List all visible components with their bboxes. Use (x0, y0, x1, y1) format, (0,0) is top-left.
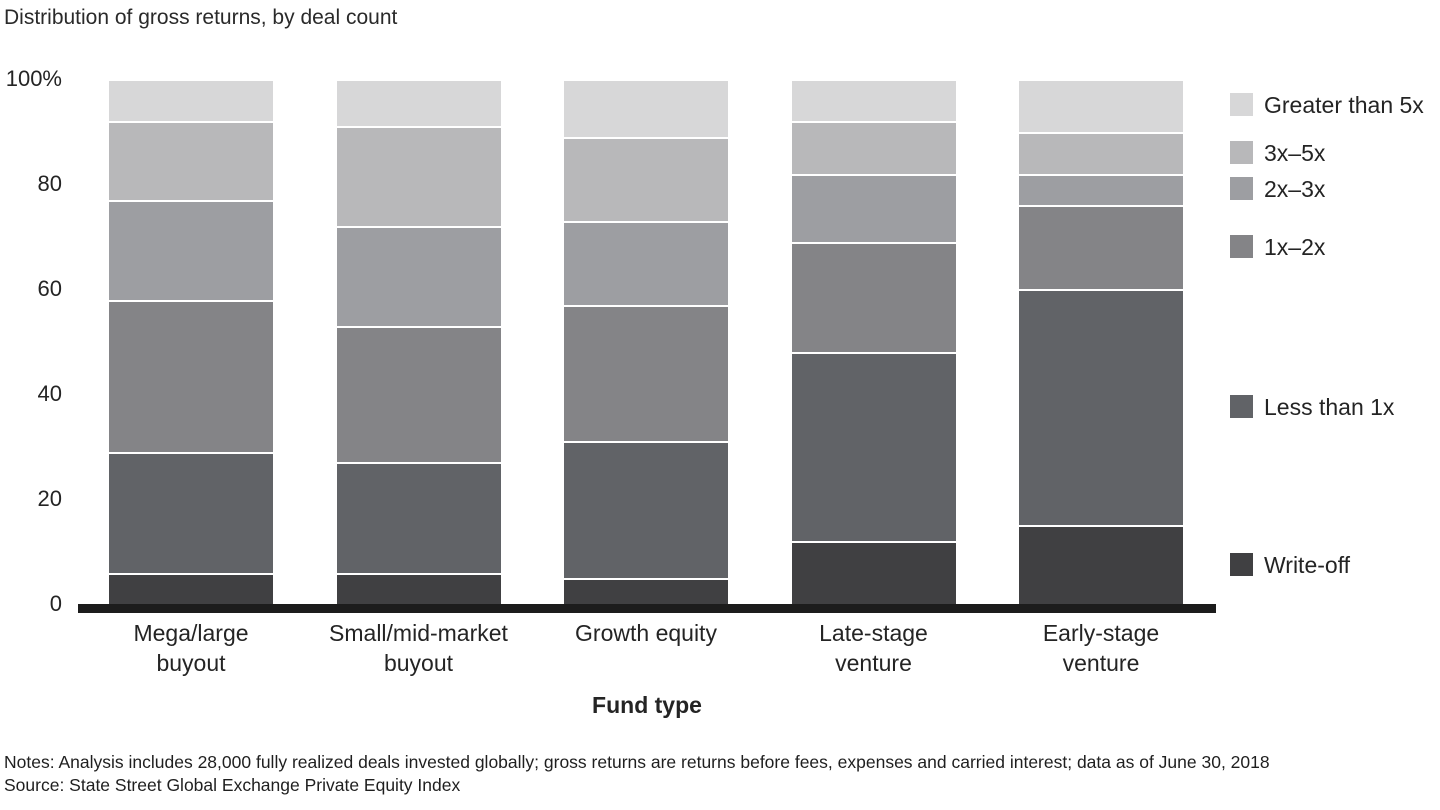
x-axis-category-label-line: Late-stage (819, 620, 928, 646)
legend-swatch-greater-than-5x (1230, 93, 1253, 117)
bar-segment-small-mid-market-buyout-1 (336, 462, 501, 573)
bar-early-stage-venture (1019, 79, 1183, 604)
legend-swatch-less-than-1x (1230, 395, 1253, 419)
bar-segment-growth-equity-3 (564, 220, 728, 305)
x-axis-category-label-line: Growth equity (575, 620, 717, 646)
bar-segment-small-mid-market-buyout-0 (336, 572, 501, 604)
chart-title: Distribution of gross returns, by deal c… (4, 6, 398, 29)
bar-segment-mega-large-buyout-0 (109, 572, 273, 604)
bar-small-mid-market-buyout (336, 79, 501, 604)
bar-segment-late-stage-venture-3 (791, 173, 956, 242)
x-axis-title: Fund type (592, 692, 702, 718)
x-axis-category-label-line: buyout (383, 650, 454, 676)
bar-segment-growth-equity-2 (564, 304, 728, 442)
x-axis-line (78, 604, 1216, 613)
y-axis-tick-label: 60 (37, 276, 62, 301)
bar-mega-large-buyout (109, 79, 273, 604)
x-axis-category-label: Small/mid-market buyout (304, 618, 534, 678)
legend-label: 3x–5x (1264, 139, 1326, 166)
bar-segment-early-stage-venture-5 (1019, 79, 1183, 132)
bar-segment-growth-equity-4 (564, 136, 728, 221)
legend-label: Less than 1x (1264, 394, 1395, 421)
bar-segment-early-stage-venture-1 (1019, 289, 1183, 526)
bar-segment-early-stage-venture-0 (1019, 525, 1183, 604)
bar-segment-mega-large-buyout-5 (109, 79, 273, 121)
bar-growth-equity (564, 79, 728, 604)
bar-late-stage-venture (791, 79, 956, 604)
x-axis-category-label-line: buyout (156, 650, 226, 676)
bar-segment-early-stage-venture-3 (1019, 173, 1183, 205)
legend-swatch-3x-5x (1230, 140, 1253, 164)
y-axis-tick-label: 40 (37, 381, 62, 406)
chart-notes: Notes: Analysis includes 28,000 fully re… (4, 752, 1270, 772)
x-axis-category-label-line: Early-stage (1042, 620, 1160, 646)
bar-segment-growth-equity-1 (564, 441, 728, 578)
bar-segment-late-stage-venture-0 (791, 541, 956, 604)
bar-segment-late-stage-venture-2 (791, 241, 956, 352)
bar-segment-small-mid-market-buyout-2 (336, 325, 501, 463)
legend-label: Greater than 5x (1264, 92, 1424, 119)
x-axis-category-label-line: venture (835, 650, 912, 676)
bar-segment-small-mid-market-buyout-5 (336, 79, 501, 127)
legend-swatch-2x-3x (1230, 177, 1253, 201)
x-axis-category-label: Late-stage venture (759, 618, 989, 678)
bar-segment-mega-large-buyout-2 (109, 299, 273, 452)
y-axis-tick-label: 100% (5, 66, 62, 91)
bar-segment-mega-large-buyout-4 (109, 121, 273, 200)
bar-segment-early-stage-venture-4 (1019, 131, 1183, 174)
bar-segment-early-stage-venture-2 (1019, 205, 1183, 289)
bar-segment-mega-large-buyout-3 (109, 199, 273, 300)
legend-swatch-1x-2x (1230, 235, 1253, 258)
bar-segment-small-mid-market-buyout-3 (336, 226, 501, 326)
y-axis-tick-label: 0 (49, 591, 62, 616)
x-axis-category-label-line: Small/mid-market (329, 620, 508, 646)
y-axis-tick-label: 80 (37, 171, 62, 196)
bar-segment-mega-large-buyout-1 (109, 451, 273, 573)
x-axis-category-label: Mega/large buyout (76, 618, 306, 678)
x-axis-category-label-line: venture (1062, 650, 1140, 676)
x-axis-category-label: Early-stage venture (986, 618, 1216, 678)
bar-segment-late-stage-venture-1 (791, 352, 956, 541)
bar-segment-late-stage-venture-4 (791, 121, 956, 174)
bar-segment-growth-equity-5 (564, 79, 728, 137)
chart-source: Source: State Street Global Exchange Pri… (4, 775, 461, 795)
x-axis-category-label-line: Mega/large (133, 620, 249, 646)
y-axis-tick-label: 20 (37, 486, 62, 511)
legend-label: Write-off (1264, 551, 1351, 578)
legend-label: 1x–2x (1264, 234, 1326, 260)
bar-segment-growth-equity-0 (564, 577, 728, 604)
x-axis-category-label: Growth equity (531, 618, 761, 648)
legend-label: 2x–3x (1264, 176, 1326, 203)
legend-swatch-write-off (1230, 552, 1253, 576)
bar-segment-late-stage-venture-5 (791, 79, 956, 121)
bar-segment-small-mid-market-buyout-4 (336, 126, 501, 226)
